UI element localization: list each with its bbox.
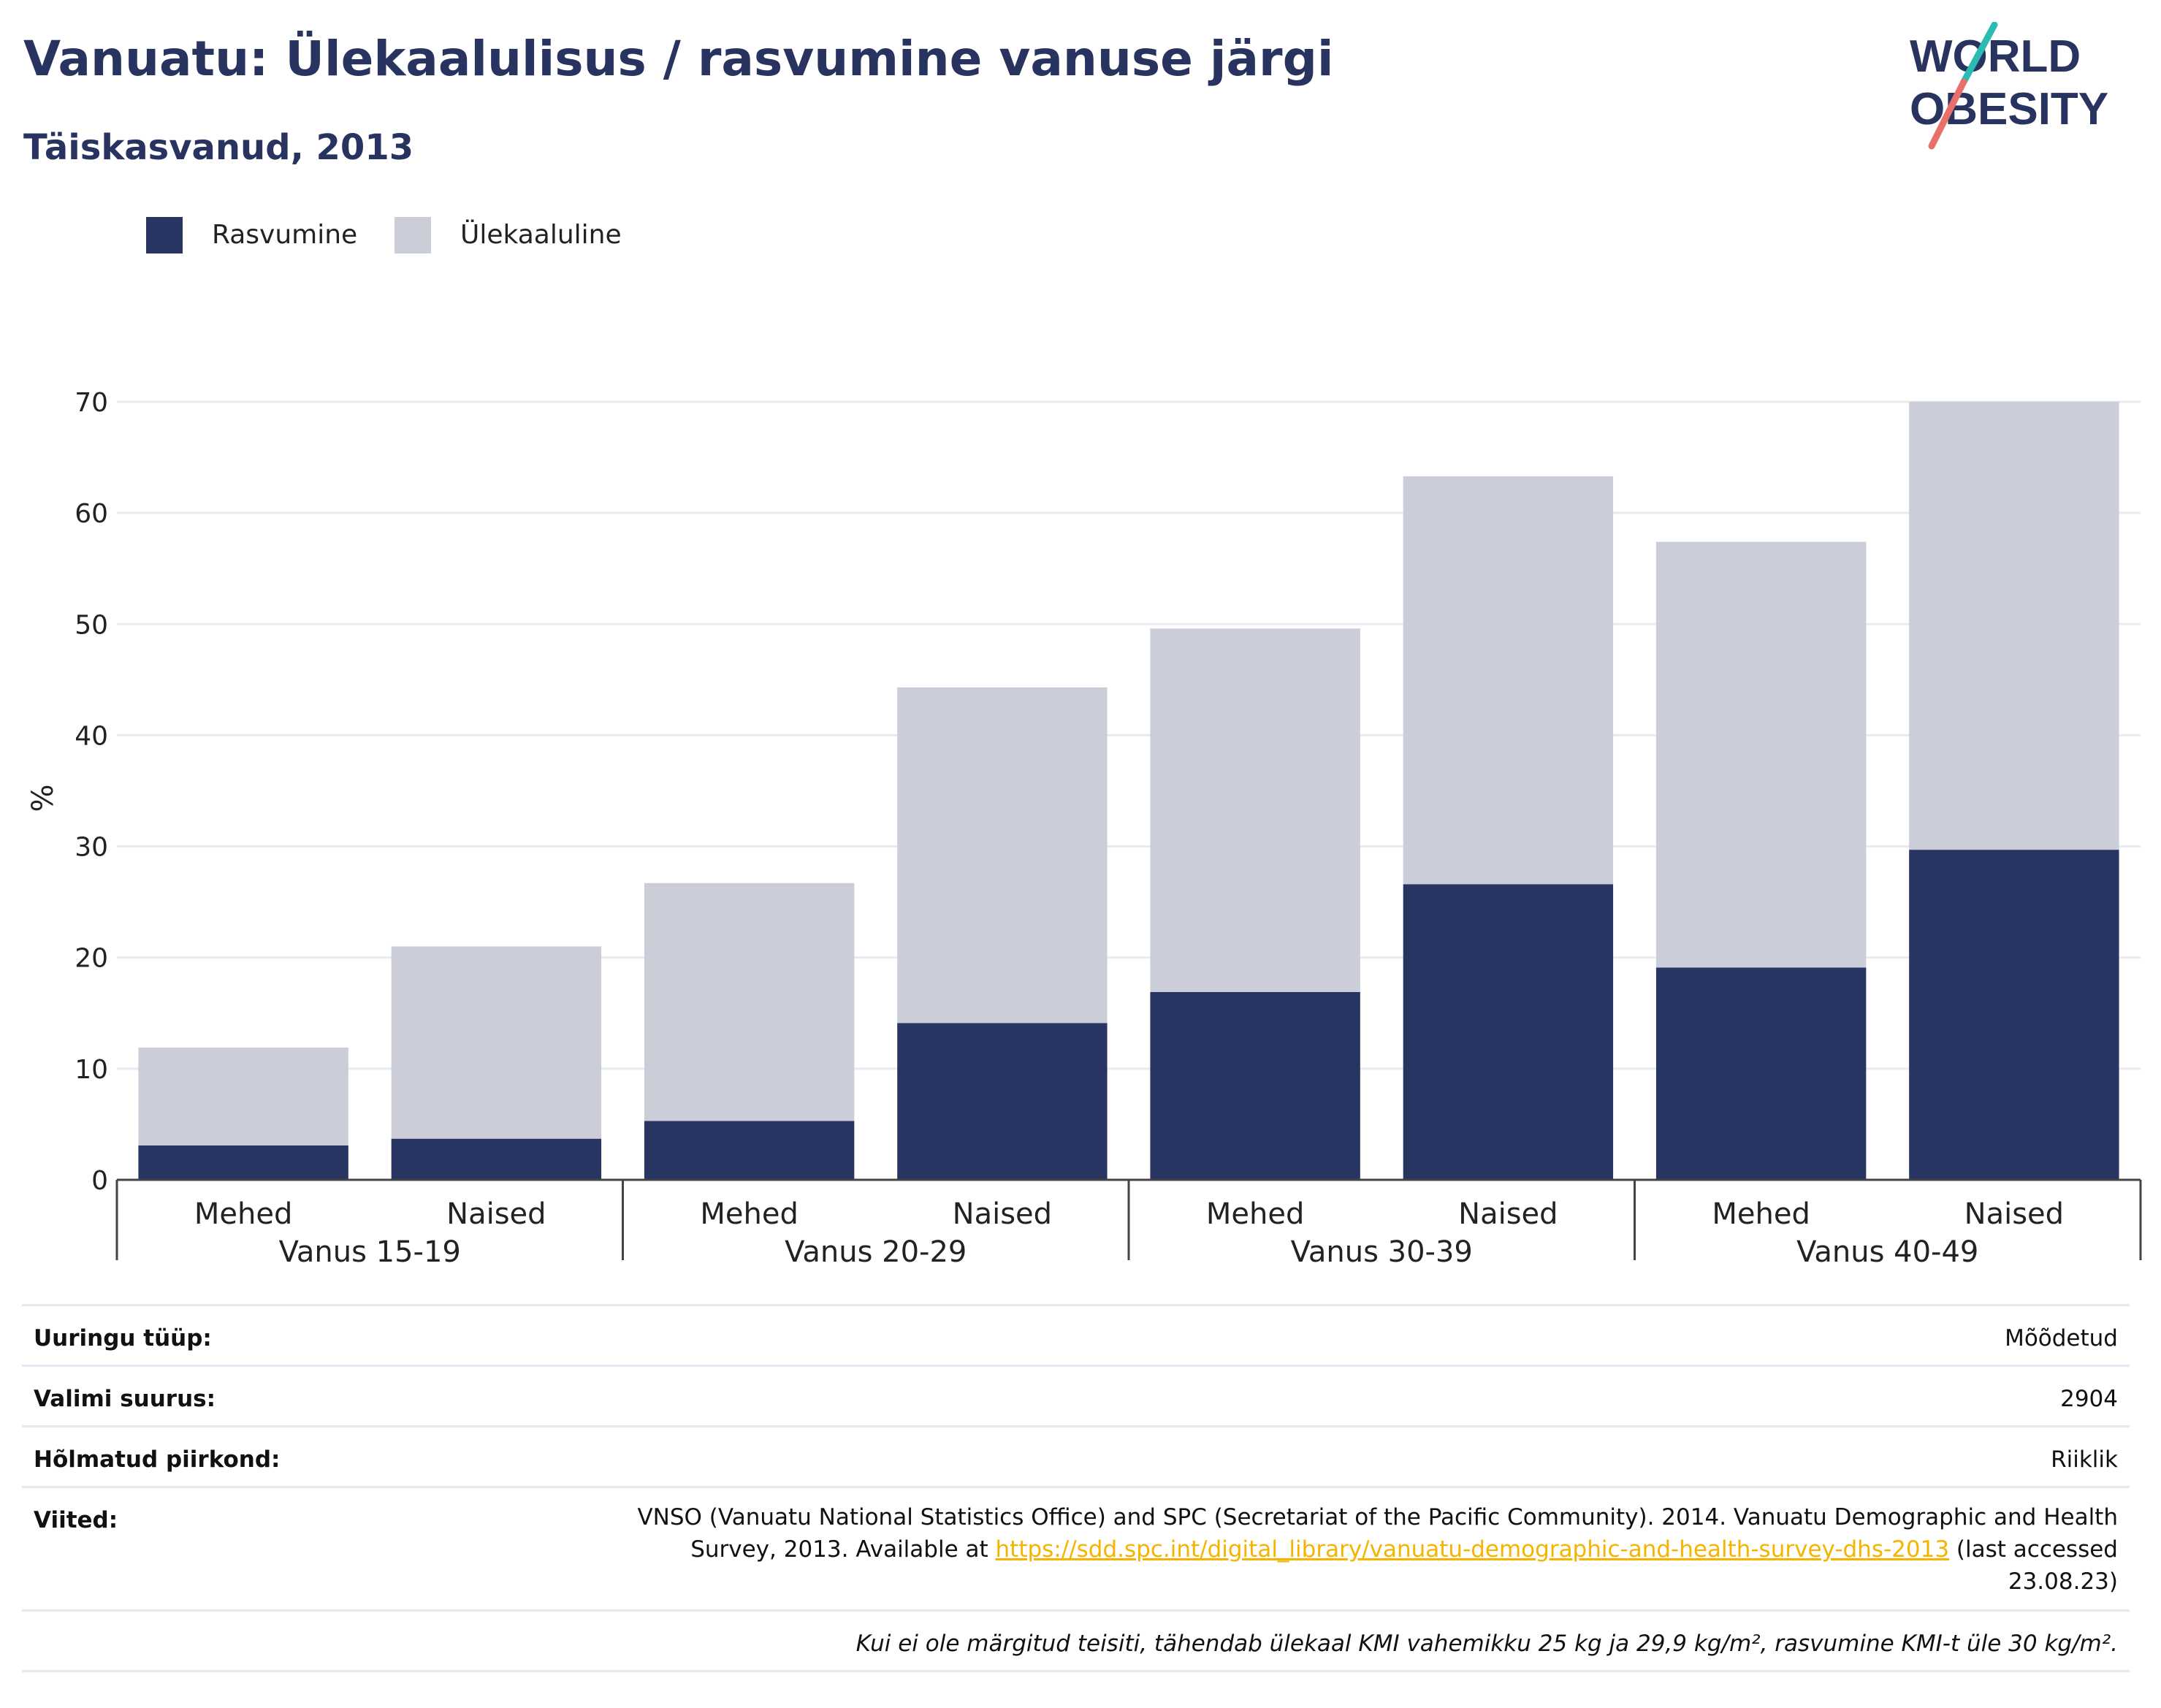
- bar-obesity: [1909, 850, 2119, 1180]
- world-obesity-logo: WORLD OBESITY: [1910, 22, 2108, 150]
- meta-value: Riiklik: [2051, 1446, 2118, 1473]
- meta-row-note: Kui ei ole märgitud teisiti, tähendab ül…: [22, 1609, 2130, 1672]
- bar-overweight: [1150, 628, 1360, 992]
- meta-label: Valimi suurus:: [34, 1386, 216, 1412]
- meta-label: Hõlmatud piirkond:: [34, 1446, 281, 1473]
- bar-obesity: [391, 1138, 602, 1180]
- x-tick-label: Naised: [953, 1197, 1052, 1231]
- references-link[interactable]: https://sdd.spc.int/digital_library/vanu…: [995, 1536, 1950, 1563]
- legend-label-obesity: Rasvumine: [212, 220, 358, 250]
- x-tick-label: Mehed: [194, 1197, 292, 1231]
- references-line-2: Survey, 2013. Available at https://sdd.s…: [637, 1533, 2118, 1566]
- references-text: VNSO (Vanuatu National Statistics Office…: [637, 1501, 2118, 1598]
- references-line-3: 23.08.23): [2008, 1568, 2118, 1595]
- bar-overweight: [1403, 476, 1614, 885]
- group-label: Vanus 20-29: [785, 1235, 967, 1269]
- bar-chart: 0 10 20 30 40 50 60 70% Mehed Naised Mehed Naised Me…: [26, 388, 2142, 1269]
- y-tick-label: 70: [75, 388, 108, 418]
- bar-obesity: [1150, 991, 1360, 1180]
- meta-label: Uuringu tüüp:: [34, 1325, 212, 1351]
- page-title: Vanuatu: Ülekaalulisus / rasvumine vanus…: [23, 31, 1334, 87]
- y-axis-label: %: [26, 784, 60, 812]
- group-label: Vanus 30-39: [1291, 1235, 1473, 1269]
- y-tick-label: 50: [75, 610, 108, 640]
- meta-row-sample-size: Valimi suurus: 2904: [22, 1365, 2130, 1425]
- definition-note: Kui ei ole märgitud teisiti, tähendab ül…: [855, 1631, 2118, 1657]
- x-tick-label: Naised: [1458, 1197, 1558, 1231]
- bar-obesity: [138, 1145, 348, 1180]
- meta-row-coverage: Hõlmatud piirkond: Riiklik: [22, 1425, 2130, 1486]
- bar-overweight: [391, 946, 602, 1139]
- y-tick-label: 10: [75, 1055, 108, 1085]
- legend-label-overweight: Ülekaaluline: [460, 220, 622, 250]
- bar-obesity: [1403, 884, 1614, 1180]
- meta-row-references: Viited: VNSO (Vanuatu National Statistic…: [22, 1486, 2130, 1609]
- y-tick-label: 30: [75, 833, 108, 863]
- references-line-1: VNSO (Vanuatu National Statistics Office…: [637, 1504, 2118, 1530]
- bar-obesity: [1655, 967, 1867, 1180]
- y-tick-label: 40: [75, 721, 108, 751]
- bar-overweight: [644, 882, 855, 1121]
- group-label: Vanus 40-49: [1796, 1235, 1978, 1269]
- meta-row-survey-type: Uuringu tüüp: Mõõdetud: [22, 1304, 2130, 1365]
- metadata-table: Uuringu tüüp: Mõõdetud Valimi suurus: 29…: [22, 1304, 2130, 1672]
- y-tick-label: 60: [75, 499, 108, 529]
- x-tick-label: Mehed: [1712, 1197, 1810, 1231]
- references-line-2-post: (last accessed: [1949, 1536, 2118, 1563]
- meta-value: Mõõdetud: [2005, 1325, 2118, 1351]
- x-tick-label: Mehed: [700, 1197, 798, 1231]
- legend-swatch-overweight: [395, 217, 431, 253]
- logo-slash-bottom: [1928, 78, 1967, 150]
- bar-overweight: [1655, 541, 1867, 968]
- group-label: Vanus 15-19: [279, 1235, 461, 1269]
- logo-line1: WORLD: [1910, 31, 2081, 82]
- meta-value: 2904: [2060, 1386, 2118, 1412]
- bar-obesity: [644, 1121, 855, 1180]
- logo-slash-top: [1960, 22, 1998, 85]
- references-line-2-pre: Survey, 2013. Available at: [690, 1536, 996, 1563]
- bar-obesity: [897, 1023, 1108, 1180]
- x-tick-label: Mehed: [1206, 1197, 1304, 1231]
- y-tick-label: 20: [75, 944, 108, 974]
- bar-overweight: [138, 1047, 348, 1145]
- x-tick-label: Naised: [1964, 1197, 2064, 1231]
- x-tick-label: Naised: [446, 1197, 546, 1231]
- page-subtitle: Täiskasvanud, 2013: [23, 127, 414, 168]
- legend-swatch-obesity: [146, 217, 183, 253]
- bar-overweight: [1909, 402, 2119, 850]
- bar-overweight: [897, 687, 1108, 1023]
- meta-label: Viited:: [34, 1507, 118, 1533]
- y-tick-label: 0: [91, 1166, 108, 1196]
